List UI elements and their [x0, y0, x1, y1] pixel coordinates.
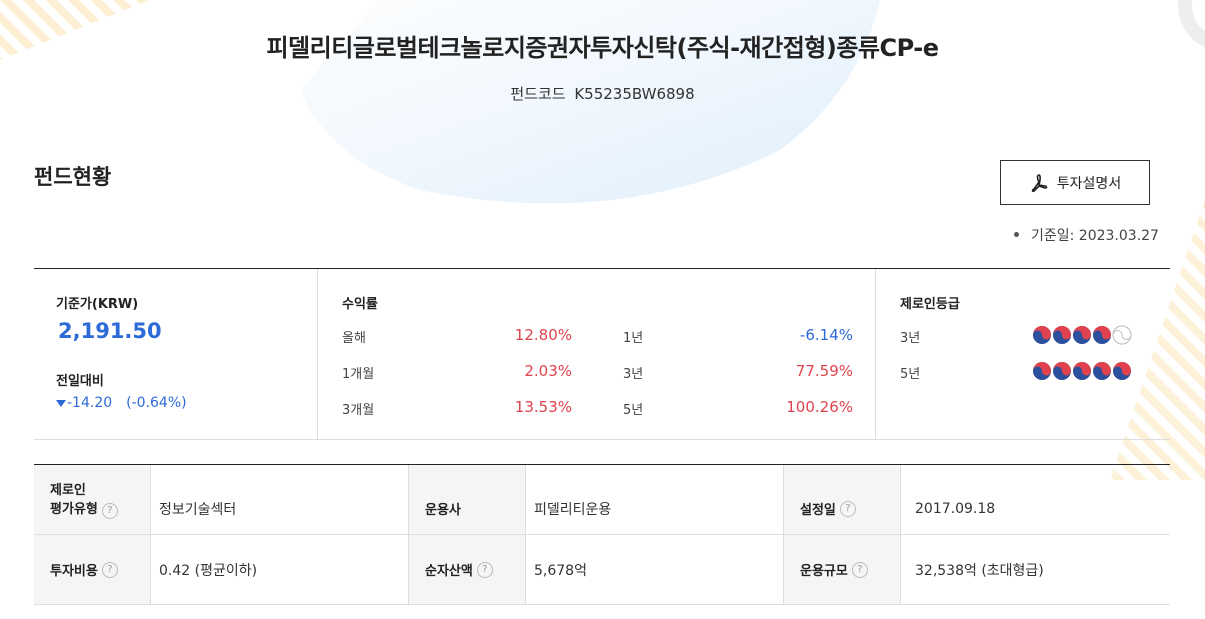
fund-title: 피델리티글로벌테크놀로지증권자투자신탁(주식-재간접형)종류CP-e — [266, 34, 939, 62]
change-percent: (-0.64%) — [126, 395, 187, 411]
cost-label: 투자비용 — [50, 564, 98, 579]
base-date: 기준일: 2023.03.27 — [1014, 225, 1159, 245]
fund-summary-panel: 기준가(KRW) 2,191.50 전일대비 -14.20 (-0.64%) 수익… — [34, 268, 1170, 440]
return-period: 올해 — [342, 331, 366, 346]
return-period: 1개월 — [342, 367, 375, 382]
return-period: 5년 — [623, 403, 644, 418]
prospectus-button[interactable]: 투자설명서 — [1000, 160, 1150, 205]
table-row: 투자비용? 0.42 (평균이하) 순자산액? 5,678억 운용규모? 32,… — [34, 535, 1170, 605]
rating-icons — [1032, 361, 1132, 381]
down-arrow-icon — [56, 399, 66, 407]
aum-value: 32,538억 (초대형급) — [915, 562, 1044, 579]
bullet-icon — [1014, 231, 1019, 237]
change-label: 전일대비 — [56, 374, 104, 389]
return-period: 3년 — [623, 367, 644, 382]
rating-filled-icon — [1093, 326, 1111, 344]
return-period: 1년 — [623, 331, 644, 346]
return-value: 77.59% — [795, 362, 853, 380]
manager-value: 피델리티운용 — [526, 465, 784, 534]
return-value: -6.14% — [799, 326, 853, 344]
rating-filled-icon — [1113, 362, 1131, 380]
rating-filled-icon — [1033, 326, 1051, 344]
cost-value: 0.42 (평균이하) — [151, 535, 409, 604]
fund-code-value: K55235BW6898 — [574, 85, 695, 103]
rating-column: 제로인등급 3년 5년 — [876, 269, 1170, 440]
fund-code-label: 펀드코드 — [510, 85, 566, 103]
nav-value: 2,191.50 — [58, 319, 162, 343]
eval-type-label-line1: 제로인 — [50, 482, 86, 498]
nav-label: 기준가(KRW) — [56, 297, 139, 312]
change-value: -14.20 — [67, 395, 113, 411]
nav-column: 기준가(KRW) 2,191.50 전일대비 -14.20 (-0.64%) — [34, 269, 318, 440]
rating-filled-icon — [1073, 326, 1091, 344]
return-value: 12.80% — [514, 326, 572, 344]
help-icon[interactable]: ? — [101, 561, 118, 578]
return-value: 2.03% — [524, 362, 572, 380]
manager-header: 운용사 — [409, 465, 526, 534]
rating-empty-icon — [1112, 325, 1132, 345]
help-icon[interactable]: ? — [839, 500, 856, 517]
net-assets-label: 순자산액 — [425, 564, 473, 579]
help-icon[interactable]: ? — [476, 561, 493, 578]
inception-value: 2017.09.18 — [915, 500, 996, 517]
returns-label: 수익률 — [342, 297, 378, 312]
help-icon[interactable]: ? — [851, 561, 868, 578]
return-period: 3개월 — [342, 403, 375, 418]
fund-detail-table: 제로인 평가유형? 정보기술섹터 운용사 피델리티운용 설정일? 2017.09… — [34, 464, 1170, 605]
returns-column: 수익률 올해 12.80% 1개월 2.03% 3개월 13.53% 1년 -6… — [318, 269, 876, 440]
base-date-text: 기준일: 2023.03.27 — [1031, 228, 1159, 244]
section-title: 펀드현황 — [34, 165, 112, 189]
pdf-icon — [1031, 173, 1048, 192]
help-icon[interactable]: ? — [101, 502, 118, 519]
rating-period: 3년 — [900, 331, 921, 346]
eval-type-header: 제로인 평가유형? — [34, 465, 151, 534]
inception-header: 설정일? — [784, 465, 901, 534]
cost-header: 투자비용? — [34, 535, 151, 604]
aum-header: 운용규모? — [784, 535, 901, 604]
table-row: 제로인 평가유형? 정보기술섹터 운용사 피델리티운용 설정일? 2017.09… — [34, 465, 1170, 535]
manager-label: 운용사 — [425, 503, 461, 518]
rating-filled-icon — [1053, 362, 1071, 380]
eval-type-value: 정보기술섹터 — [151, 465, 409, 534]
prospectus-button-label: 투자설명서 — [1056, 175, 1122, 192]
rating-filled-icon — [1053, 326, 1071, 344]
net-assets-value: 5,678억 — [526, 535, 784, 604]
rating-filled-icon — [1093, 362, 1111, 380]
net-assets-header: 순자산액? — [409, 535, 526, 604]
rating-icons — [1032, 325, 1132, 345]
rating-label: 제로인등급 — [900, 297, 960, 312]
inception-label: 설정일 — [800, 503, 836, 518]
return-value: 100.26% — [786, 398, 853, 416]
eval-type-label-line2: 평가유형 — [50, 501, 98, 517]
rating-filled-icon — [1073, 362, 1091, 380]
aum-label: 운용규모 — [800, 564, 848, 579]
rating-period: 5년 — [900, 367, 921, 382]
fund-code: 펀드코드 K55235BW6898 — [0, 83, 1205, 104]
change-row: -14.20 (-0.64%) — [56, 395, 187, 411]
rating-filled-icon — [1033, 362, 1051, 380]
return-value: 13.53% — [514, 398, 572, 416]
